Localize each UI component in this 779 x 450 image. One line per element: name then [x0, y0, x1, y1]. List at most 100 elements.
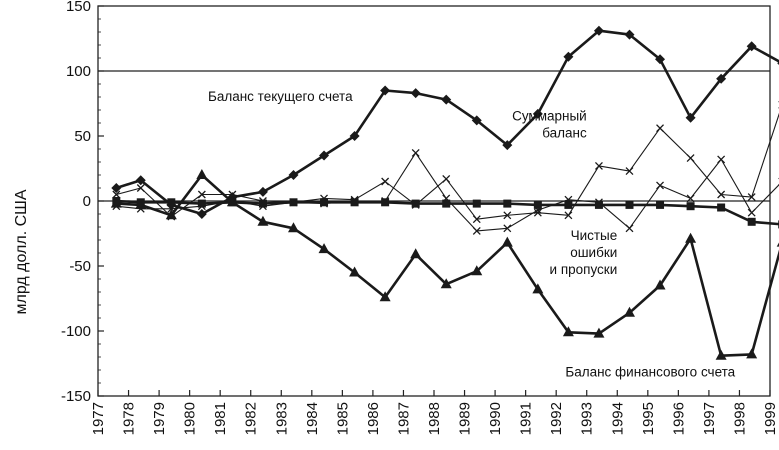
data-point-x — [656, 181, 664, 190]
series-3 — [112, 101, 779, 224]
data-point-x — [625, 224, 634, 233]
data-point-x — [503, 211, 512, 220]
data-point-x — [442, 194, 451, 203]
y-tick-label: 100 — [66, 63, 91, 80]
data-point-x — [717, 190, 726, 199]
x-tick-label: 1998 — [731, 402, 748, 435]
data-point-x — [686, 154, 695, 163]
data-point-square — [625, 200, 634, 209]
data-point-diamond — [624, 29, 635, 40]
data-point-diamond — [288, 170, 299, 180]
x-tick-label: 1990 — [487, 402, 504, 435]
x-tick-label: 1988 — [426, 402, 443, 435]
annotation-label: Баланс финансового счета — [565, 365, 735, 380]
data-point-x — [472, 215, 481, 224]
data-point-x — [381, 177, 390, 186]
data-point-x — [442, 174, 451, 183]
data-point-x — [289, 198, 298, 207]
annotation-label: Чистые — [571, 228, 618, 243]
x-tick-label: 1977 — [90, 402, 107, 435]
x-tick-label: 1982 — [243, 402, 260, 435]
data-point-triangle — [349, 266, 361, 277]
data-point-triangle — [257, 215, 269, 226]
data-point-square — [197, 199, 206, 208]
data-point-diamond — [135, 175, 146, 186]
data-point-x — [747, 193, 756, 202]
data-point-x — [411, 148, 420, 157]
data-point-triangle — [776, 242, 779, 247]
data-point-square — [656, 200, 665, 209]
series-group — [110, 25, 779, 360]
data-point-triangle — [318, 243, 330, 254]
data-point-x — [411, 200, 420, 209]
data-point-x — [167, 204, 176, 213]
y-tick-label: -50 — [69, 258, 91, 275]
data-point-square — [747, 217, 756, 226]
data-point-x — [594, 161, 603, 170]
data-point-diamond — [441, 94, 452, 105]
data-point-diamond — [685, 112, 696, 123]
data-point-square — [533, 200, 542, 209]
data-point-square — [442, 199, 451, 208]
data-point-diamond — [471, 115, 482, 126]
annotation-label: и пропуски — [550, 262, 618, 277]
y-tick-label: 50 — [74, 128, 91, 145]
data-point-diamond — [257, 186, 268, 197]
annotation-label: ошибки — [570, 245, 617, 260]
data-point-x — [350, 197, 359, 205]
data-point-diamond — [380, 85, 391, 96]
data-point-triangle — [379, 291, 391, 302]
annotation-label: баланс — [542, 125, 587, 140]
data-point-triangle — [471, 265, 483, 276]
series-4 — [112, 148, 779, 235]
data-point-x — [625, 167, 634, 176]
data-point-x — [112, 190, 121, 199]
data-point-triangle — [196, 169, 208, 179]
data-point-x — [350, 195, 359, 204]
data-point-square — [717, 203, 726, 212]
data-point-square — [411, 199, 420, 208]
x-tick-label: 1999 — [762, 402, 779, 435]
data-point-square — [503, 199, 512, 208]
data-point-x — [136, 204, 145, 213]
x-tick-label: 1997 — [701, 402, 718, 435]
data-point-diamond — [502, 140, 513, 151]
data-point-x — [381, 197, 390, 205]
data-point-x — [533, 206, 542, 215]
x-tick-label: 1978 — [121, 402, 138, 435]
reference-lines — [98, 70, 770, 202]
x-tick-label: 1979 — [151, 402, 168, 435]
annotation-label: Суммарный — [512, 108, 587, 123]
data-point-diamond — [716, 73, 727, 84]
data-point-x — [112, 202, 121, 211]
data-point-square — [381, 198, 390, 207]
data-point-square — [686, 202, 695, 211]
x-tick-label: 1983 — [273, 402, 290, 435]
data-point-x — [503, 224, 512, 233]
data-point-triangle — [532, 283, 544, 294]
data-point-diamond — [410, 88, 421, 99]
data-point-square — [350, 198, 359, 207]
data-point-triangle — [715, 349, 727, 360]
data-point-diamond — [563, 51, 574, 62]
data-point-triangle — [287, 222, 299, 233]
data-point-triangle — [746, 348, 758, 359]
y-tick-label: -150 — [61, 388, 91, 405]
data-point-x — [136, 184, 145, 192]
data-point-triangle — [410, 248, 422, 259]
data-point-triangle — [440, 278, 452, 289]
data-point-x — [472, 226, 481, 235]
series-2 — [112, 197, 779, 229]
data-point-x — [564, 211, 573, 220]
data-point-x — [594, 198, 603, 207]
data-point-square — [136, 198, 145, 207]
data-point-triangle — [623, 306, 635, 317]
x-tick-label: 1993 — [579, 402, 596, 435]
data-point-x — [747, 208, 756, 217]
data-point-triangle — [165, 209, 177, 220]
y-tick-label: -100 — [61, 323, 91, 340]
data-point-square — [112, 197, 121, 205]
data-point-x — [197, 202, 206, 211]
